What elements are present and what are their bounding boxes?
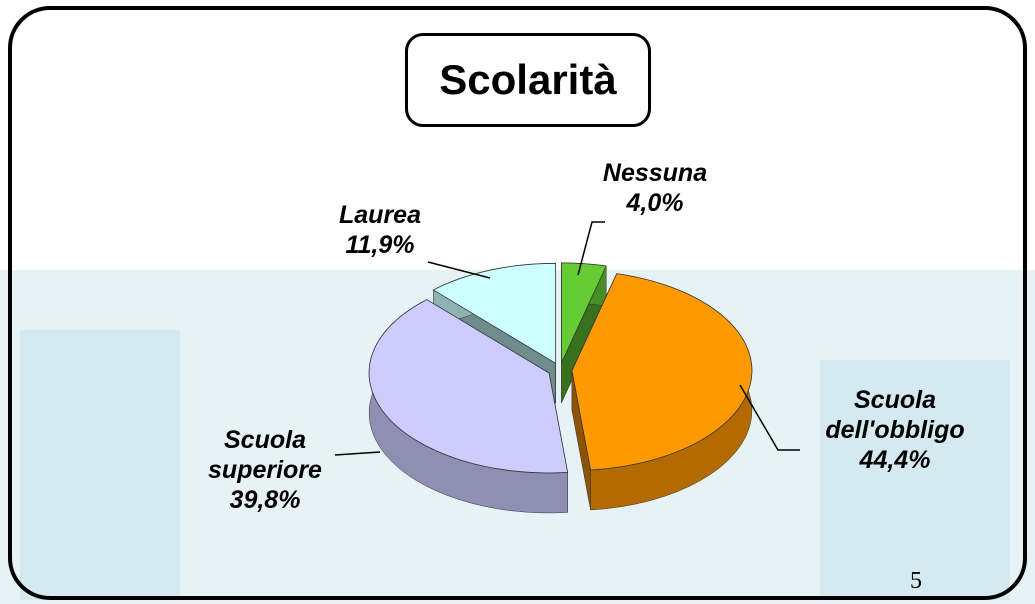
category-label: Scuola dell'obbligo (800, 385, 990, 445)
category-label: Nessuna (570, 158, 740, 188)
value-label: 11,9% (300, 230, 460, 260)
chart-title: Scolarità (405, 33, 651, 127)
slide: Scolarità 5 Nessuna4,0% Scuola dell'obbli… (0, 0, 1035, 604)
value-label: 4,0% (570, 188, 740, 218)
value-label: 39,8% (180, 485, 350, 515)
category-label: Laurea (300, 200, 460, 230)
background (20, 330, 180, 600)
value-label: 44,4% (800, 445, 990, 475)
category-label: Scuola superiore (180, 425, 350, 485)
slide-number: 5 (910, 568, 922, 595)
